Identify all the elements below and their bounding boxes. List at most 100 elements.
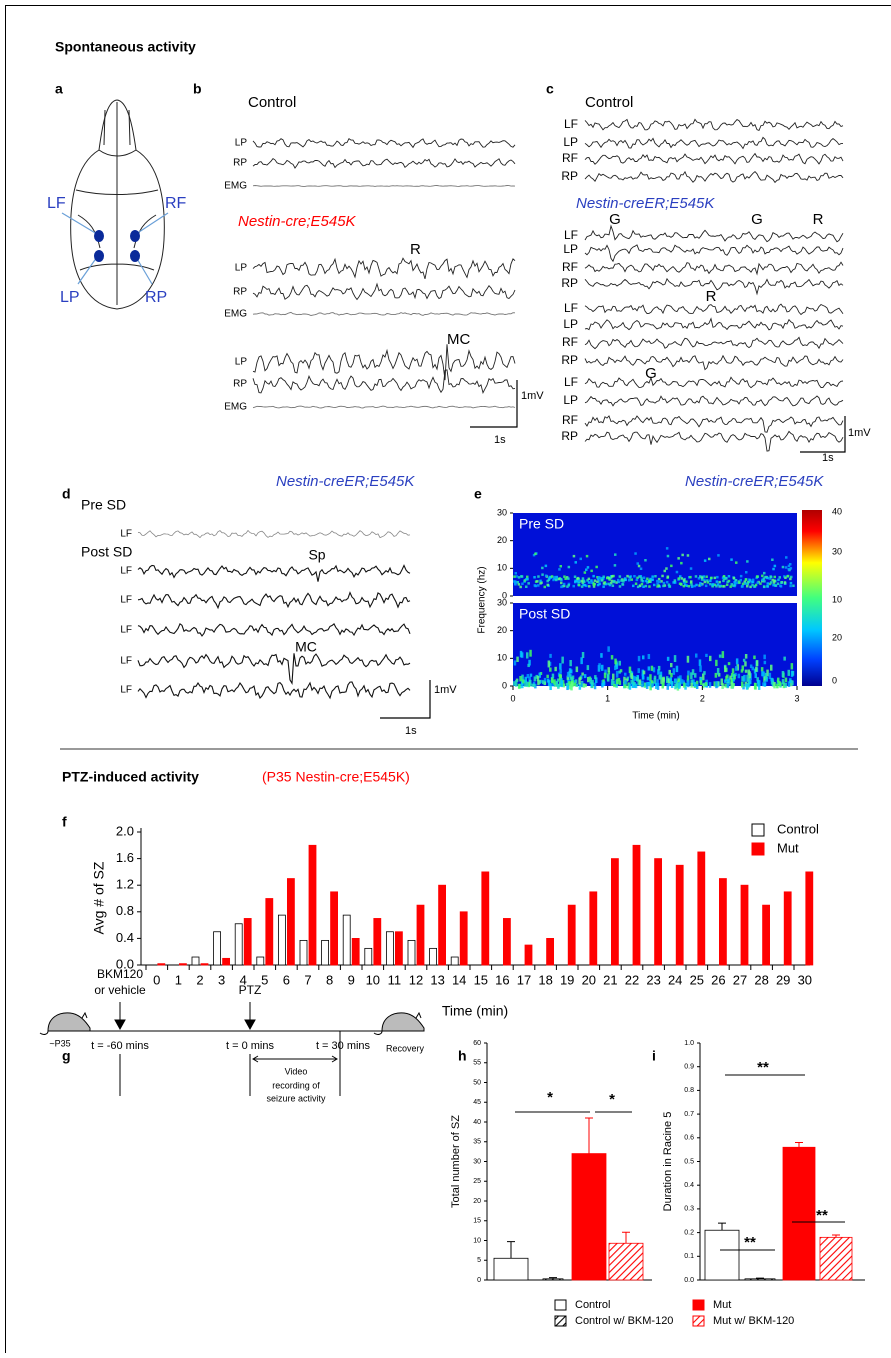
bar <box>676 865 683 965</box>
spectrogram-cell <box>681 577 684 580</box>
y-tick-label: 50 <box>473 1079 481 1086</box>
spectrogram-cell <box>648 666 651 670</box>
spectrogram-cell <box>568 566 571 569</box>
spectrogram-cell <box>666 581 669 584</box>
spectrogram-cell <box>573 585 576 588</box>
spectrogram-cell <box>687 680 690 685</box>
bar <box>633 845 640 965</box>
spectrogram-cell <box>710 577 713 580</box>
spectrogram-cell <box>709 656 712 661</box>
spectrogram-cell <box>619 680 622 685</box>
x-tick-label: 12 <box>409 972 423 987</box>
spectrogram-cell <box>533 576 536 579</box>
spectrogram-cell <box>670 677 673 682</box>
channel-label: RF <box>562 413 578 427</box>
channel-label: RF <box>562 260 578 274</box>
spectrogram-cell <box>715 681 718 688</box>
eeg-trace <box>585 172 843 183</box>
y-tick-label: 1.6 <box>116 850 134 865</box>
spectrogram-cell <box>695 654 698 658</box>
spectrogram-cell <box>544 586 547 589</box>
spectrogram-cell <box>712 583 715 586</box>
spectrogram-cell <box>773 682 776 688</box>
spectrogram-cell <box>581 580 584 583</box>
y-tick-label: 10 <box>497 563 507 573</box>
channel-label: RP <box>561 169 578 183</box>
eeg-trace <box>138 653 410 683</box>
spectrogram-cell <box>752 579 755 582</box>
bar <box>386 932 393 965</box>
eeg-trace <box>253 406 515 408</box>
spectrogram-cell <box>580 657 583 664</box>
eeg-trace <box>253 312 515 315</box>
spectrogram-cell <box>676 571 679 574</box>
spectrogram-cell <box>525 586 528 589</box>
eeg-trace <box>253 186 515 187</box>
panel-letter: b <box>193 81 202 97</box>
panel-letter: i <box>652 1048 656 1064</box>
spectrogram-cell <box>534 584 537 587</box>
spectrogram-cell <box>732 668 735 673</box>
spectrogram-cell <box>521 583 524 586</box>
spectrogram-cell <box>673 668 676 675</box>
y-tick-label: 35 <box>473 1139 481 1146</box>
bar <box>783 1147 815 1280</box>
spectrogram-cell <box>664 570 667 573</box>
spectrogram-cell <box>520 651 523 657</box>
x-tick-label: 16 <box>495 972 509 987</box>
trace-annotation: G <box>609 211 621 228</box>
spectrogram-cell <box>677 678 680 681</box>
spectrogram-cell <box>772 568 775 571</box>
spectrogram-cell <box>567 672 570 677</box>
spectrogram-cell <box>647 677 650 681</box>
spectrogram-cell <box>670 565 673 568</box>
legend-label: Mut <box>713 1299 731 1311</box>
eeg-trace <box>585 154 843 165</box>
electrode-label: RP <box>145 289 167 306</box>
spectrogram-cell <box>539 582 542 585</box>
spectrogram-cell <box>699 575 702 578</box>
channel-label: LF <box>120 566 132 577</box>
spectrogram-cell <box>624 673 627 676</box>
eeg-trace <box>585 226 843 242</box>
channel-label: LP <box>235 263 248 274</box>
spectrogram-cell <box>574 581 577 584</box>
spectrogram-cell <box>792 585 795 588</box>
spectrogram-cell <box>670 663 673 667</box>
electrode-leads <box>62 213 168 284</box>
spectrogram-cell <box>766 585 769 588</box>
x-tick-label: 17 <box>517 972 531 987</box>
bar <box>331 892 338 965</box>
spectrogram-cell <box>616 674 619 677</box>
timeline-label: or vehicle <box>94 983 146 997</box>
trace-title: Pre SD <box>81 497 126 513</box>
spectrogram-cell <box>699 665 702 671</box>
spectrogram-cell <box>667 576 670 579</box>
spectrogram-cell <box>782 679 785 684</box>
spectrogram-cell <box>549 683 552 690</box>
channel-label: LF <box>120 529 132 540</box>
panel-letter: h <box>458 1048 467 1064</box>
colorbar-label: 20 <box>832 632 842 642</box>
spectrogram-cell <box>767 582 770 585</box>
spectrogram-cell <box>693 682 696 687</box>
axis-label: Total number of SZ <box>450 1115 462 1208</box>
spectrogram-cell <box>687 554 690 557</box>
bar <box>494 1258 528 1280</box>
spectrogram-cell <box>607 674 610 681</box>
spectrogram-cell <box>567 577 570 580</box>
spectrogram-cell <box>784 581 787 584</box>
spectrogram-cell <box>639 679 642 685</box>
spectrogram-cell <box>604 673 607 679</box>
spectrogram-cell <box>668 585 671 588</box>
y-tick-label: 15 <box>473 1218 481 1225</box>
scale-label: 1mV <box>848 427 871 439</box>
legend-swatch <box>752 843 764 855</box>
channel-label: LP <box>563 135 578 149</box>
spectrogram-cell <box>578 584 581 587</box>
spectrogram-cell <box>563 583 566 586</box>
spectrogram-cell <box>633 575 636 578</box>
eeg-trace <box>138 565 410 581</box>
panel-letter: a <box>55 81 63 97</box>
bar <box>287 879 294 965</box>
